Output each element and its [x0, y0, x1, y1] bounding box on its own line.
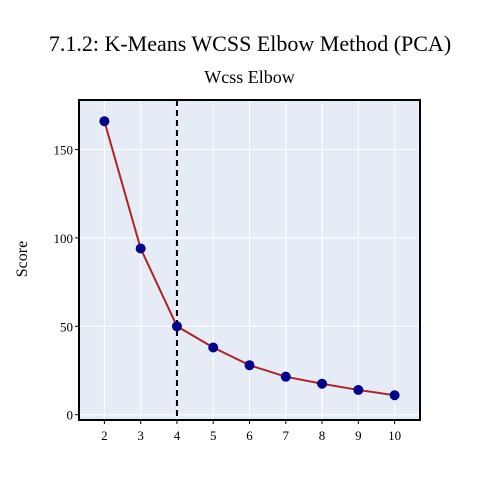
- data-point: [135, 243, 146, 254]
- data-point: [353, 384, 364, 395]
- x-tick-label: 3: [137, 428, 144, 443]
- y-tick-label: 150: [54, 143, 74, 158]
- x-tick-label: 8: [319, 428, 326, 443]
- data-point: [208, 342, 219, 353]
- x-tick-label: 2: [101, 428, 108, 443]
- x-axis-ticks: 2 3 4 5 6 7 8 9 10: [101, 420, 401, 443]
- y-axis-label: Score: [14, 241, 31, 277]
- data-point: [244, 360, 255, 371]
- data-point: [389, 390, 400, 401]
- x-tick-label: 7: [283, 428, 290, 443]
- series-markers: [99, 116, 400, 401]
- data-point: [99, 116, 110, 127]
- data-point: [280, 371, 291, 382]
- y-axis-ticks: 0 50 100 150: [54, 143, 79, 423]
- x-tick-label: 9: [355, 428, 362, 443]
- chart-title: 7.1.2: K-Means WCSS Elbow Method (PCA): [48, 31, 452, 56]
- x-tick-label: 10: [388, 428, 401, 443]
- x-tick-label: 4: [174, 428, 181, 443]
- x-tick-label: 5: [210, 428, 217, 443]
- x-tick-label: 6: [246, 428, 253, 443]
- data-point: [171, 321, 182, 332]
- chart-subtitle: Wcss Elbow: [204, 67, 295, 87]
- data-point: [317, 378, 328, 389]
- y-tick-label: 0: [67, 408, 74, 423]
- y-tick-label: 100: [54, 231, 74, 246]
- y-tick-label: 50: [60, 319, 73, 334]
